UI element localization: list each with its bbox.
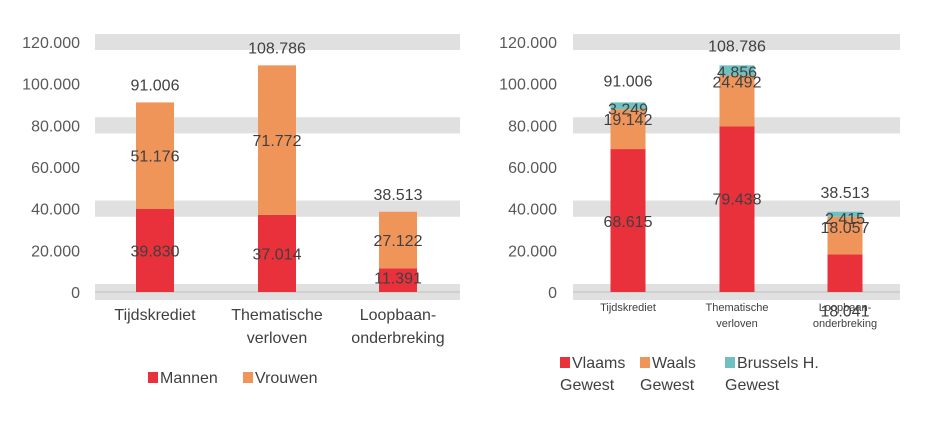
data-label: 3.249	[608, 101, 648, 118]
category-label: Loopbaan-	[819, 302, 872, 314]
bar-segment	[379, 211, 417, 269]
grid-band	[573, 34, 900, 50]
bar-segment	[258, 214, 296, 292]
y-tick-label: 60.000	[508, 160, 557, 177]
data-label: 71.772	[253, 133, 302, 150]
y-tick-label: 40.000	[31, 202, 80, 219]
bar-segment	[827, 254, 863, 292]
bar-segment	[136, 209, 174, 292]
y-tick-label: 80.000	[31, 118, 80, 135]
legend-swatch	[640, 357, 650, 368]
total-label: 38.513	[821, 185, 870, 202]
data-label: 18.057	[821, 220, 870, 237]
legend-label: Vrouwen	[255, 370, 318, 387]
bar-segment	[258, 65, 296, 215]
bar-segment	[610, 102, 646, 110]
data-label: 4.856	[717, 64, 757, 81]
legend-label: Brussels H.	[737, 355, 819, 372]
data-label: 19.142	[604, 112, 653, 129]
data-label: 68.615	[604, 214, 653, 231]
category-label: onderbreking	[813, 318, 877, 330]
y-tick-label: 20.000	[31, 243, 80, 260]
data-label: 39.830	[131, 244, 180, 261]
bar-segment	[379, 268, 417, 292]
bar-segment	[719, 75, 755, 127]
data-label: 24.492	[713, 74, 762, 91]
bar-segment	[719, 65, 755, 76]
total-label: 91.006	[604, 73, 653, 90]
bar-segment	[719, 126, 755, 292]
legend-label: Gewest	[640, 377, 695, 394]
category-label: Thematische	[231, 307, 323, 324]
grid-band	[95, 34, 460, 50]
category-label: verloven	[716, 318, 758, 330]
data-label: 2.415	[825, 211, 865, 228]
y-tick-label: 0	[548, 285, 557, 302]
data-label: 27.122	[374, 233, 423, 250]
total-label: 38.513	[374, 187, 423, 204]
category-label: Thematische	[706, 302, 769, 314]
legend-label: Vlaams	[572, 355, 625, 372]
legend-label: Gewest	[560, 377, 615, 394]
legend-swatch	[560, 357, 570, 368]
bar-segment	[136, 102, 174, 210]
legend-label: Waals	[652, 355, 696, 372]
y-tick-label: 40.000	[508, 202, 557, 219]
y-tick-label: 120.000	[22, 35, 80, 52]
y-tick-label: 120.000	[499, 35, 557, 52]
legend-label: Gewest	[725, 377, 780, 394]
category-label: verloven	[247, 330, 307, 347]
data-label: 18.041	[821, 303, 870, 320]
bar-segment	[827, 211, 863, 217]
legend-label: Mannen	[160, 370, 218, 387]
y-tick-label: 0	[71, 285, 80, 302]
category-label: Loopbaan-	[360, 307, 437, 324]
bar-segment	[610, 149, 646, 292]
total-label: 108.786	[708, 38, 766, 55]
data-label: 11.391	[374, 270, 422, 287]
data-label: 79.438	[713, 192, 762, 209]
bar-segment	[827, 216, 863, 255]
legend-swatch	[243, 372, 253, 383]
total-label: 91.006	[131, 77, 180, 94]
category-label: onderbreking	[351, 330, 444, 347]
category-label: Tijdskrediet	[114, 307, 196, 324]
category-label: Tijdskrediet	[600, 302, 656, 314]
legend-swatch	[725, 357, 735, 368]
bar-segment	[610, 109, 646, 150]
y-tick-label: 60.000	[31, 160, 80, 177]
y-tick-label: 100.000	[22, 77, 80, 94]
data-label: 51.176	[131, 149, 180, 166]
y-tick-label: 20.000	[508, 243, 557, 260]
y-tick-label: 80.000	[508, 118, 557, 135]
legend-swatch	[148, 372, 158, 383]
total-label: 108.786	[248, 40, 306, 57]
data-label: 37.014	[253, 246, 302, 263]
y-tick-label: 100.000	[499, 77, 557, 94]
